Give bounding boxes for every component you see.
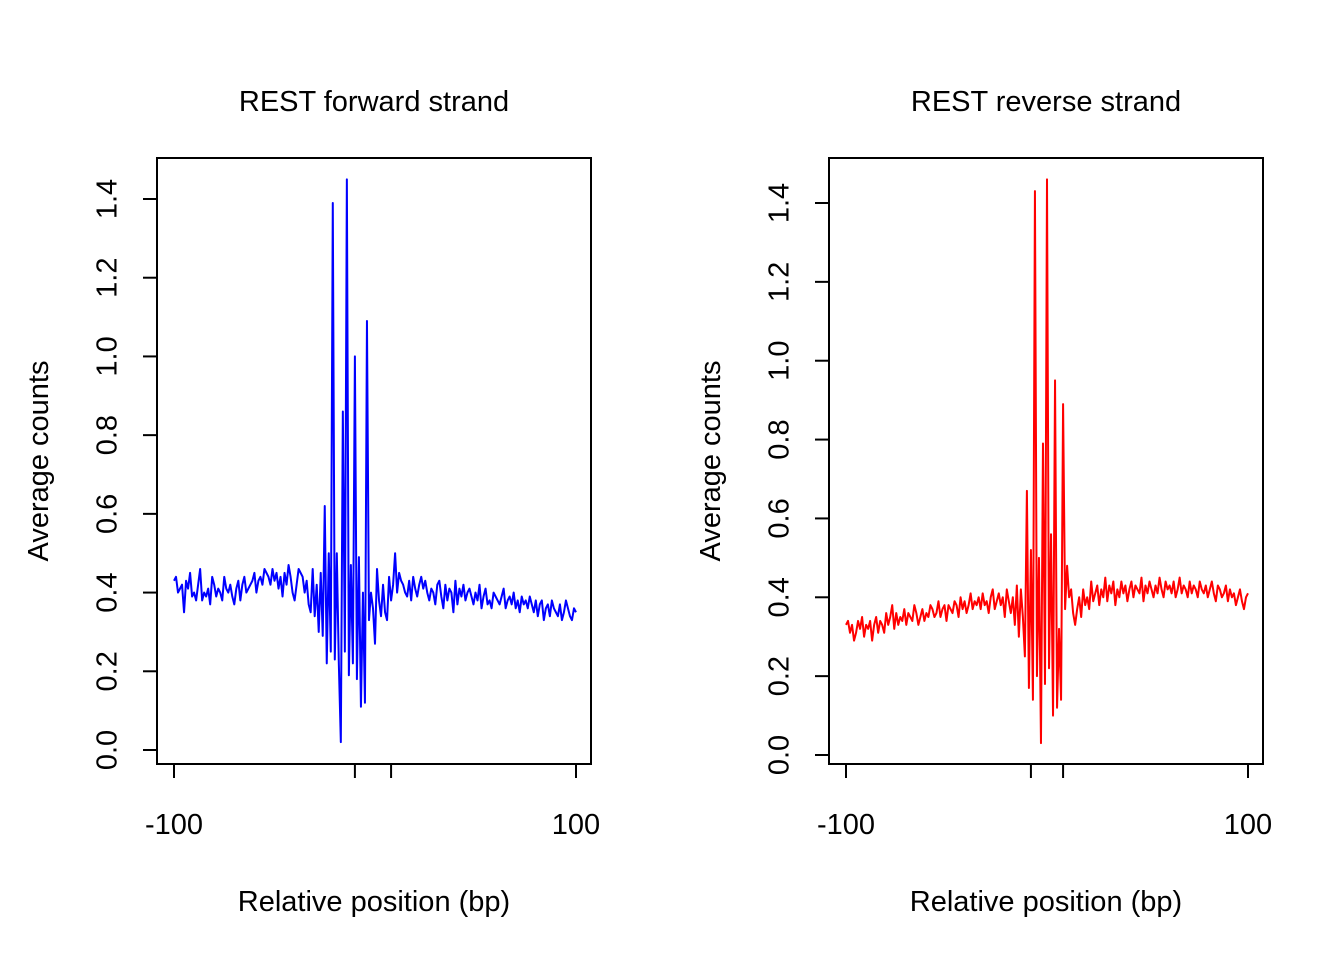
y-tick-label: 0.4 (764, 577, 796, 617)
plot-frame (156, 157, 592, 765)
y-tick-label: 0.6 (92, 494, 124, 534)
y-tick-label: 1.0 (764, 341, 796, 381)
y-tick-label: 0.0 (92, 730, 124, 770)
forward-strand-line (173, 178, 577, 744)
plot-frame (828, 157, 1264, 765)
y-tick-label: 1.0 (92, 336, 124, 376)
x-tick-label: -100 (817, 809, 875, 841)
y-tick-label: 0.4 (92, 572, 124, 612)
axis-ticks: 0.0 0.2 0.4 0.6 0.8 1.0 1.2 1.4 -100 100 (764, 183, 1273, 841)
x-tick-label: 100 (552, 809, 600, 841)
y-axis-label: Average counts (695, 361, 727, 562)
y-tick-label: 1.4 (92, 179, 124, 219)
chart-title: REST forward strand (239, 86, 509, 118)
x-axis-label: Relative position (bp) (910, 886, 1182, 918)
x-tick-label: 100 (1224, 809, 1272, 841)
axis-ticks: 0.0 0.2 0.4 0.6 0.8 1.0 1.2 1.4 -100 100 (92, 179, 601, 841)
y-axis-label: Average counts (23, 361, 55, 562)
reverse-strand-panel: REST reverse strand Relative position (b… (695, 86, 1272, 918)
forward-strand-panel: REST forward strand Relative position (b… (23, 86, 600, 918)
y-tick-label: 0.0 (764, 735, 796, 775)
y-tick-label: 1.2 (764, 262, 796, 302)
x-tick-label: -100 (145, 809, 203, 841)
y-tick-label: 1.4 (764, 183, 796, 223)
chart-title: REST reverse strand (911, 86, 1181, 118)
y-tick-label: 0.8 (764, 419, 796, 459)
y-tick-label: 0.2 (764, 656, 796, 696)
reverse-strand-line (845, 178, 1249, 745)
y-tick-label: 0.2 (92, 651, 124, 691)
y-tick-label: 0.8 (92, 415, 124, 455)
y-tick-label: 1.2 (92, 258, 124, 298)
y-tick-label: 0.6 (764, 498, 796, 538)
x-axis-label: Relative position (bp) (238, 886, 510, 918)
